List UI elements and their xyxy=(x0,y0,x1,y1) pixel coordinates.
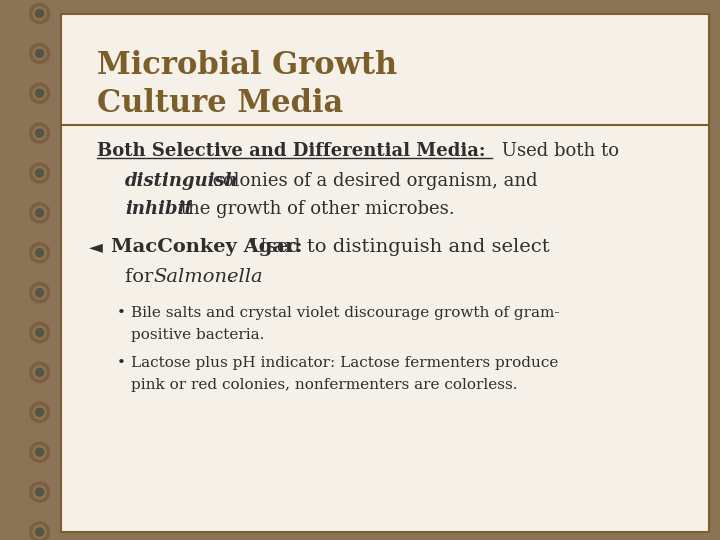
Text: inhibit: inhibit xyxy=(125,200,193,218)
Text: positive bacteria.: positive bacteria. xyxy=(131,328,264,342)
Text: colonies of a desired organism, and: colonies of a desired organism, and xyxy=(207,172,538,190)
Text: ◄: ◄ xyxy=(89,238,103,256)
Text: •: • xyxy=(117,356,126,370)
Text: Both Selective and Differential Media:: Both Selective and Differential Media: xyxy=(97,142,486,160)
Circle shape xyxy=(35,129,44,137)
Circle shape xyxy=(35,249,44,256)
Circle shape xyxy=(35,169,44,177)
Circle shape xyxy=(35,209,44,217)
Circle shape xyxy=(35,448,44,456)
Text: for: for xyxy=(125,268,160,286)
Text: Used to distinguish and select: Used to distinguish and select xyxy=(244,238,550,256)
Text: distinguish: distinguish xyxy=(125,172,239,190)
Text: Microbial Growth: Microbial Growth xyxy=(97,50,397,81)
Text: •: • xyxy=(117,306,126,320)
Circle shape xyxy=(35,49,44,57)
Text: Culture Media: Culture Media xyxy=(97,88,343,119)
Circle shape xyxy=(35,289,44,296)
Text: pink or red colonies, nonfermenters are colorless.: pink or red colonies, nonfermenters are … xyxy=(131,378,518,392)
Text: the growth of other microbes.: the growth of other microbes. xyxy=(175,200,455,218)
Circle shape xyxy=(35,488,44,496)
Text: Used both to: Used both to xyxy=(496,142,619,160)
Text: Salmonella: Salmonella xyxy=(153,268,263,286)
Text: MacConkey Agar:: MacConkey Agar: xyxy=(111,238,302,256)
Text: Bile salts and crystal violet discourage growth of gram-: Bile salts and crystal violet discourage… xyxy=(131,306,559,320)
Text: .: . xyxy=(228,268,233,286)
Circle shape xyxy=(35,328,44,336)
Circle shape xyxy=(35,528,44,536)
Circle shape xyxy=(35,89,44,97)
Circle shape xyxy=(35,368,44,376)
Circle shape xyxy=(35,408,44,416)
Text: Lactose plus pH indicator: Lactose fermenters produce: Lactose plus pH indicator: Lactose ferme… xyxy=(131,356,559,370)
Circle shape xyxy=(35,10,44,17)
